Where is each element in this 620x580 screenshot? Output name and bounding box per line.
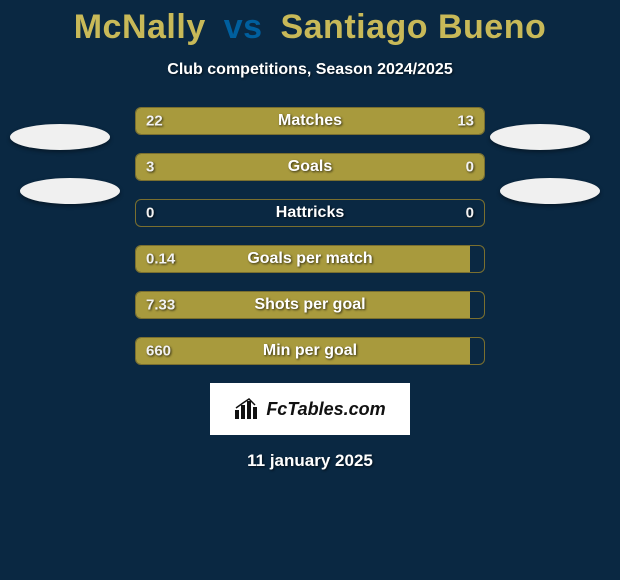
brand-text: FcTables.com bbox=[266, 399, 385, 420]
stat-row: 7.33 Shots per goal bbox=[135, 291, 485, 319]
bar-left bbox=[136, 154, 397, 180]
stat-row: 0.14 Goals per match bbox=[135, 245, 485, 273]
player2-name: Santiago Bueno bbox=[280, 8, 546, 46]
value-left: 0.14 bbox=[146, 251, 175, 268]
team-badge-ellipse bbox=[490, 124, 590, 150]
value-right: 0 bbox=[466, 159, 474, 176]
stat-row: 660 Min per goal bbox=[135, 337, 485, 365]
value-left: 22 bbox=[146, 113, 163, 130]
stat-row: 3 0 Goals bbox=[135, 153, 485, 181]
stat-label: Goals bbox=[288, 158, 332, 176]
value-left: 0 bbox=[146, 205, 154, 222]
fctables-logo: FcTables.com bbox=[210, 383, 410, 435]
subtitle: Club competitions, Season 2024/2025 bbox=[0, 61, 620, 79]
vs-text: vs bbox=[224, 8, 263, 46]
stat-row: 22 13 Matches bbox=[135, 107, 485, 135]
stat-label: Matches bbox=[278, 112, 342, 130]
value-right: 13 bbox=[457, 113, 474, 130]
comparison-title: McNally vs Santiago Bueno bbox=[0, 0, 620, 47]
stat-row: 0 0 Hattricks bbox=[135, 199, 485, 227]
value-right: 0 bbox=[466, 205, 474, 222]
bars-icon bbox=[234, 398, 260, 420]
team-badge-ellipse bbox=[20, 178, 120, 204]
date-label: 11 january 2025 bbox=[0, 451, 620, 471]
value-left: 660 bbox=[146, 343, 171, 360]
stat-label: Goals per match bbox=[247, 250, 372, 268]
player1-name: McNally bbox=[74, 8, 206, 46]
stat-label: Hattricks bbox=[276, 204, 344, 222]
value-left: 7.33 bbox=[146, 297, 175, 314]
stat-label: Shots per goal bbox=[254, 296, 365, 314]
team-badge-ellipse bbox=[500, 178, 600, 204]
value-left: 3 bbox=[146, 159, 154, 176]
stat-label: Min per goal bbox=[263, 342, 357, 360]
team-badge-ellipse bbox=[10, 124, 110, 150]
